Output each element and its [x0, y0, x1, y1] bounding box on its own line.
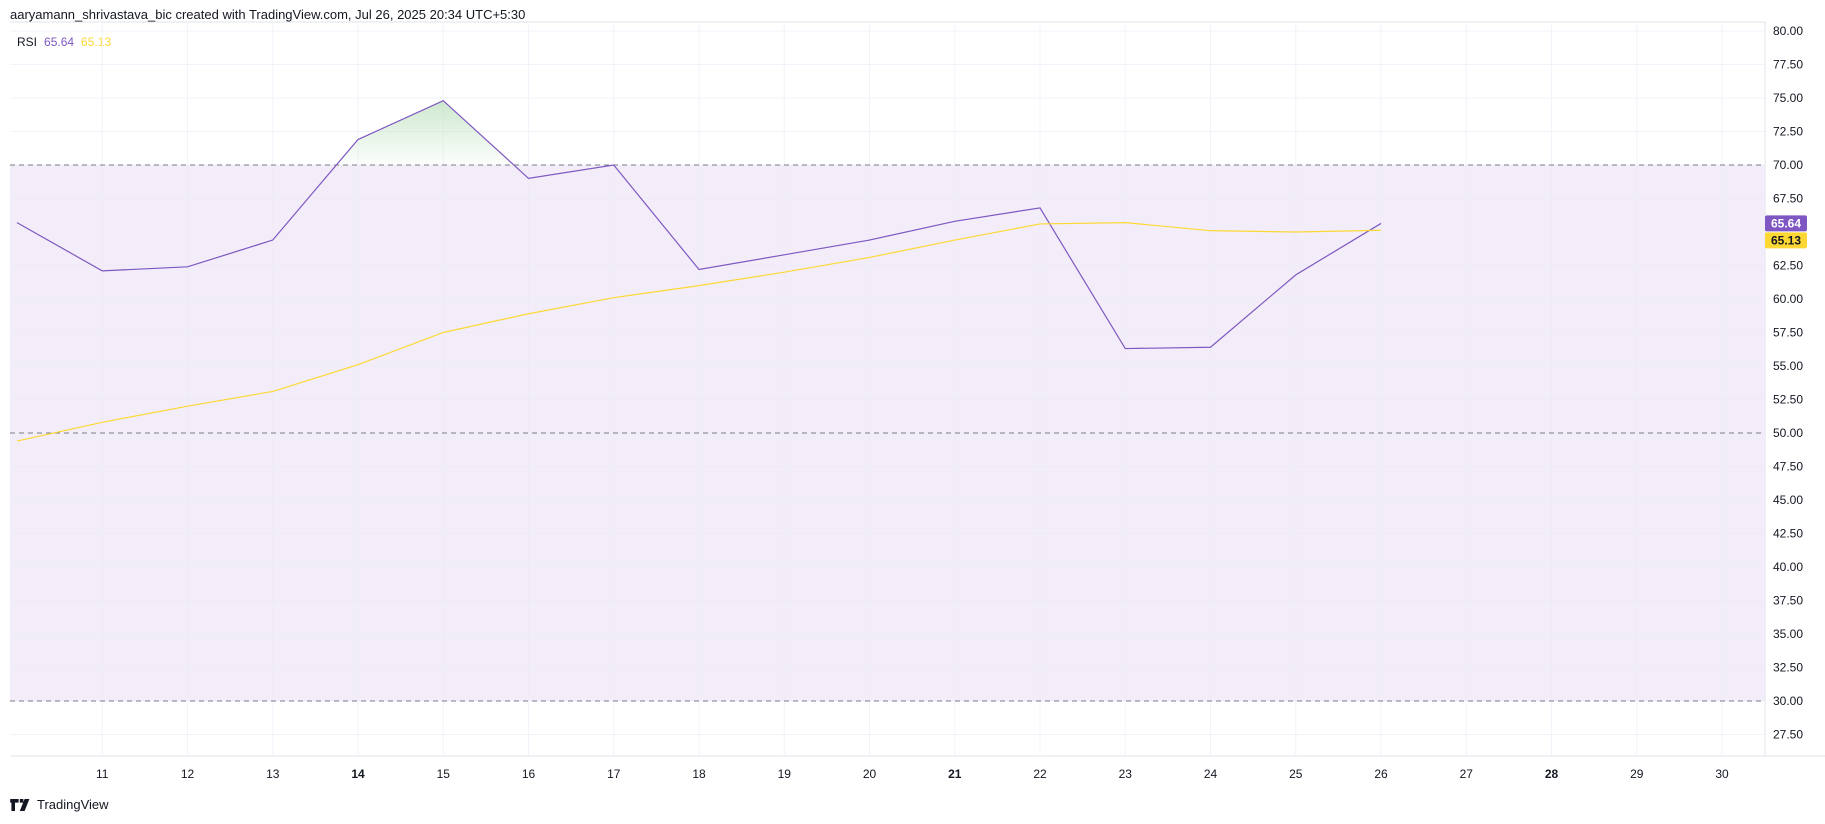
tradingview-logo-icon: [10, 798, 30, 811]
y-tick-label: 45.00: [1773, 493, 1803, 507]
y-tick-label: 55.00: [1773, 359, 1803, 373]
y-tick-label: 60.00: [1773, 292, 1803, 306]
price-tag-label: 65.13: [1771, 233, 1801, 247]
series-layer: [16, 99, 1382, 442]
x-tick-label: 11: [96, 767, 109, 781]
x-tick-label: 29: [1630, 767, 1644, 781]
overbought-fill: [336, 100, 514, 165]
y-tick-label: 35.00: [1773, 627, 1803, 641]
price-tag-background: [1765, 215, 1807, 232]
ma-price-tag: 65.13: [1765, 232, 1807, 249]
legend-label: RSI: [17, 35, 38, 49]
y-tick-label: 40.00: [1773, 560, 1803, 574]
brand-name: TradingView: [37, 797, 109, 812]
x-tick-label: 12: [181, 767, 195, 781]
x-tick-label: 14: [351, 767, 365, 781]
x-tick-label: 20: [863, 767, 877, 781]
y-tick-label: 52.50: [1773, 393, 1803, 407]
x-tick-label: 17: [607, 767, 621, 781]
y-tick-label: 62.50: [1773, 259, 1803, 273]
x-tick-label: 23: [1119, 767, 1133, 781]
time-axis[interactable]: 11 12 13 14 15 16 17 18 19 20 21 22 23 24 25 26 27 28 29 30: [96, 767, 1729, 781]
x-tick-label: 19: [778, 767, 792, 781]
rsi-bands: [10, 100, 1765, 702]
x-tick-label: 25: [1289, 767, 1303, 781]
x-tick-label: 15: [437, 767, 451, 781]
x-tick-label: 24: [1204, 767, 1218, 781]
x-tick-label: 26: [1374, 767, 1388, 781]
x-tick-label: 18: [692, 767, 706, 781]
y-tick-label: 37.50: [1773, 594, 1803, 608]
y-tick-label: 50.00: [1773, 426, 1803, 440]
brand-footer[interactable]: TradingView: [10, 797, 109, 812]
price-tag-background: [1765, 232, 1807, 249]
y-tick-label: 57.50: [1773, 326, 1803, 340]
y-tick-label: 70.00: [1773, 158, 1803, 172]
x-tick-label: 30: [1715, 767, 1729, 781]
y-tick-label: 72.50: [1773, 125, 1803, 139]
y-tick-label: 67.50: [1773, 192, 1803, 206]
legend-rsi-value: 65.64: [44, 35, 75, 49]
chart-attribution: aaryamann_shrivastava_bic created with T…: [10, 7, 526, 22]
y-tick-label: 42.50: [1773, 527, 1803, 541]
y-tick-label: 47.50: [1773, 460, 1803, 474]
y-tick-label: 77.50: [1773, 58, 1803, 72]
rsi-price-tag: 65.64: [1765, 215, 1807, 232]
rsi-line: [16, 99, 1382, 350]
x-tick-label: 28: [1545, 767, 1559, 781]
x-tick-label: 27: [1460, 767, 1474, 781]
y-tick-label: 32.50: [1773, 661, 1803, 675]
x-tick-label: 13: [266, 767, 280, 781]
x-tick-label: 16: [522, 767, 536, 781]
price-tags: 65.64 65.13: [1765, 215, 1807, 249]
x-tick-label: 21: [948, 767, 962, 781]
rsi-ma-line: [16, 222, 1382, 442]
y-tick-label: 80.00: [1773, 24, 1803, 38]
price-tag-label: 65.64: [1771, 216, 1801, 230]
legend-ma-value: 65.13: [81, 35, 112, 49]
y-tick-label: 75.00: [1773, 91, 1803, 105]
y-tick-label: 30.00: [1773, 694, 1803, 708]
x-tick-label: 22: [1033, 767, 1047, 781]
indicator-legend[interactable]: RSI 65.64 65.13: [17, 35, 111, 49]
y-tick-label: 27.50: [1773, 728, 1803, 742]
price-axis[interactable]: 80.00 77.50 75.00 72.50 70.00 67.50 62.50 60.00…: [1773, 24, 1803, 742]
